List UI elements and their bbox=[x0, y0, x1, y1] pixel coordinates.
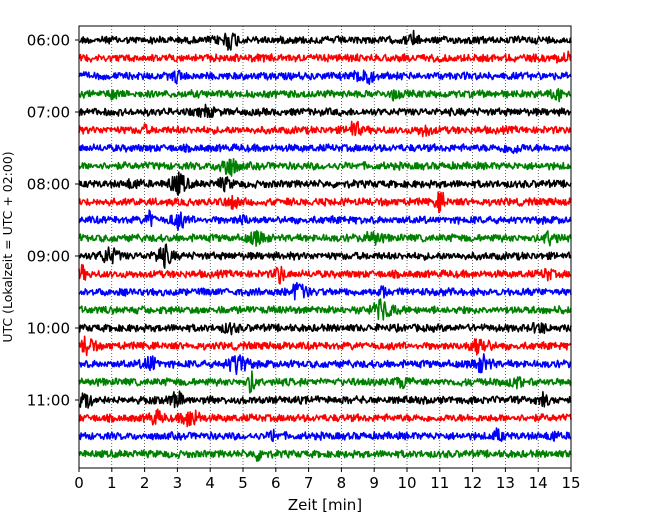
x-tick-label: 2 bbox=[140, 474, 150, 492]
y-tick-label: 06:00 bbox=[27, 32, 70, 50]
seismogram-trace bbox=[78, 158, 572, 177]
y-tick-label: 10:00 bbox=[27, 320, 70, 338]
x-axis-ticks: 0 1 2 3 4 5 6 7 8 9 10 11 12 13 14 15 bbox=[74, 468, 581, 492]
seismogram-trace bbox=[78, 408, 572, 428]
x-tick-label: 10 bbox=[397, 474, 416, 492]
seismogram-trace bbox=[78, 191, 572, 214]
y-tick-label: 09:00 bbox=[27, 248, 70, 266]
x-tick-label: 8 bbox=[337, 474, 347, 492]
x-tick-label: 12 bbox=[463, 474, 482, 492]
seismogram-trace bbox=[78, 322, 572, 336]
seismogram-trace bbox=[78, 427, 572, 443]
seismogram-trace bbox=[78, 390, 572, 409]
seismogram-trace bbox=[78, 298, 572, 321]
seismogram-trace bbox=[78, 171, 572, 196]
x-tick-label: 15 bbox=[561, 474, 580, 492]
seismogram-trace bbox=[78, 335, 572, 357]
seismogram-trace bbox=[78, 370, 572, 394]
seismogram-trace bbox=[78, 69, 572, 85]
x-tick-label: 1 bbox=[107, 474, 117, 492]
seismogram-trace bbox=[78, 263, 572, 285]
x-tick-label: 5 bbox=[238, 474, 248, 492]
seismogram-trace bbox=[78, 281, 572, 301]
seismogram-trace bbox=[78, 243, 572, 269]
x-tick-label: 3 bbox=[173, 474, 183, 492]
plot-frame bbox=[78, 25, 572, 469]
y-tick-label: 08:00 bbox=[27, 176, 70, 194]
seismogram-trace bbox=[78, 120, 572, 138]
x-tick-label: 4 bbox=[205, 474, 215, 492]
x-tick-label: 11 bbox=[430, 474, 449, 492]
seismogram-traces bbox=[78, 29, 572, 462]
y-tick-label: 11:00 bbox=[27, 392, 70, 410]
seismogram-trace bbox=[78, 143, 572, 155]
x-tick-label: 7 bbox=[304, 474, 314, 492]
seismogram-trace bbox=[78, 353, 572, 376]
x-tick-label: 13 bbox=[496, 474, 515, 492]
y-axis-label: UTC (Lokalzeit = UTC + 02:00) bbox=[0, 151, 15, 342]
x-tick-label: 9 bbox=[369, 474, 379, 492]
seismogram-trace bbox=[78, 449, 572, 462]
seismogram-trace bbox=[78, 50, 572, 64]
x-tick-label: 14 bbox=[529, 474, 548, 492]
seismogram-trace bbox=[78, 88, 572, 103]
seismogram-trace bbox=[78, 29, 572, 51]
x-tick-label: 0 bbox=[74, 474, 84, 492]
seismogram-trace bbox=[78, 209, 572, 231]
y-tick-label: 07:00 bbox=[27, 104, 70, 122]
seismogram-trace bbox=[78, 103, 572, 119]
y-axis-ticks: 06:00 07:00 08:00 09:00 10:00 11:00 bbox=[27, 32, 79, 410]
seismogram-trace bbox=[78, 229, 572, 247]
x-axis-label: Zeit [min] bbox=[288, 496, 362, 514]
x-tick-label: 6 bbox=[271, 474, 281, 492]
